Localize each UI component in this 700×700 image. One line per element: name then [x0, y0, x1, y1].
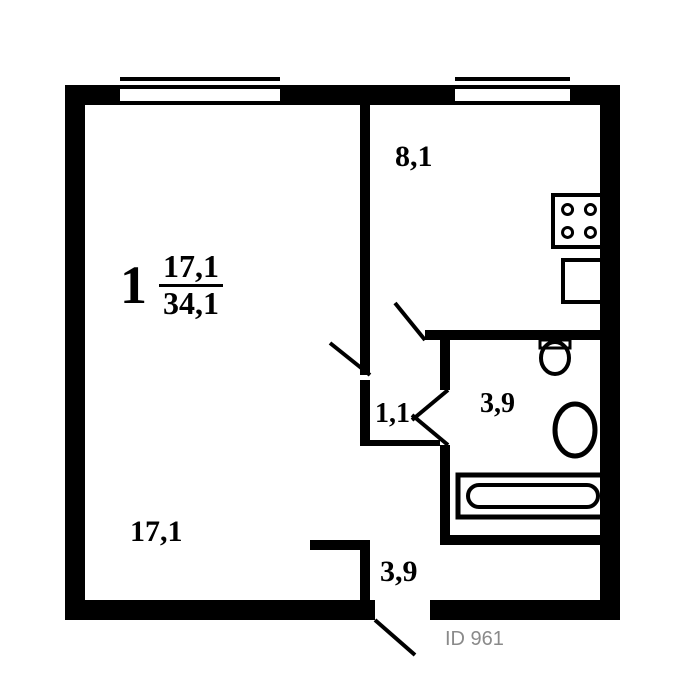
hall-area: 3,9 [380, 555, 418, 589]
closet-area: 1,1 [375, 398, 410, 430]
kitchen-area: 8,1 [395, 140, 433, 174]
bath-area: 3,9 [480, 388, 515, 420]
summary-block: 1 17,1 34,1 [120, 250, 223, 320]
living-area: 17,1 [130, 515, 183, 549]
watermark: ID 961 [445, 628, 504, 651]
